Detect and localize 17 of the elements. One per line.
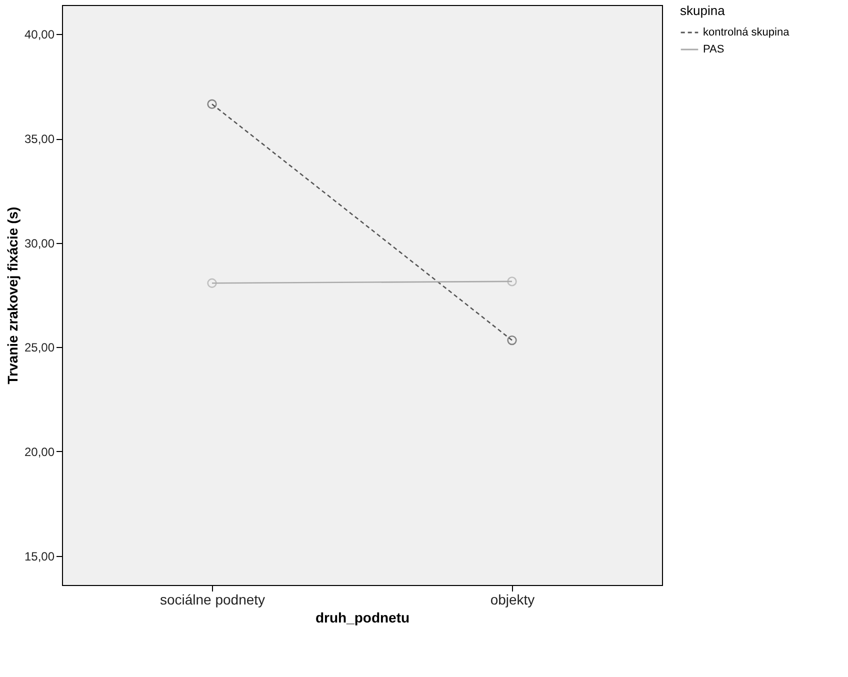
x-tick-label: objekty [490, 592, 535, 608]
y-tick-label: 35,00 [24, 132, 55, 146]
legend-label: PAS [703, 44, 724, 56]
legend-label: kontrolná skupina [703, 26, 790, 38]
y-tick-label: 20,00 [24, 444, 55, 459]
y-tick-label: 15,00 [24, 549, 55, 564]
legend-title: skupina [680, 3, 726, 18]
x-tick-label: sociálne podnety [160, 592, 266, 608]
y-tick-label: 30,00 [24, 236, 55, 250]
point [207, 99, 217, 109]
point [207, 278, 217, 288]
x-axis-title: druh_podnetu [315, 610, 410, 626]
point [507, 276, 517, 286]
y-tick-label: 40,00 [24, 28, 55, 42]
point [507, 335, 517, 346]
y-tick-label: 25,00 [24, 340, 55, 355]
y-axis-title: Trvanie zrakovej fixácie (s) [4, 206, 20, 384]
